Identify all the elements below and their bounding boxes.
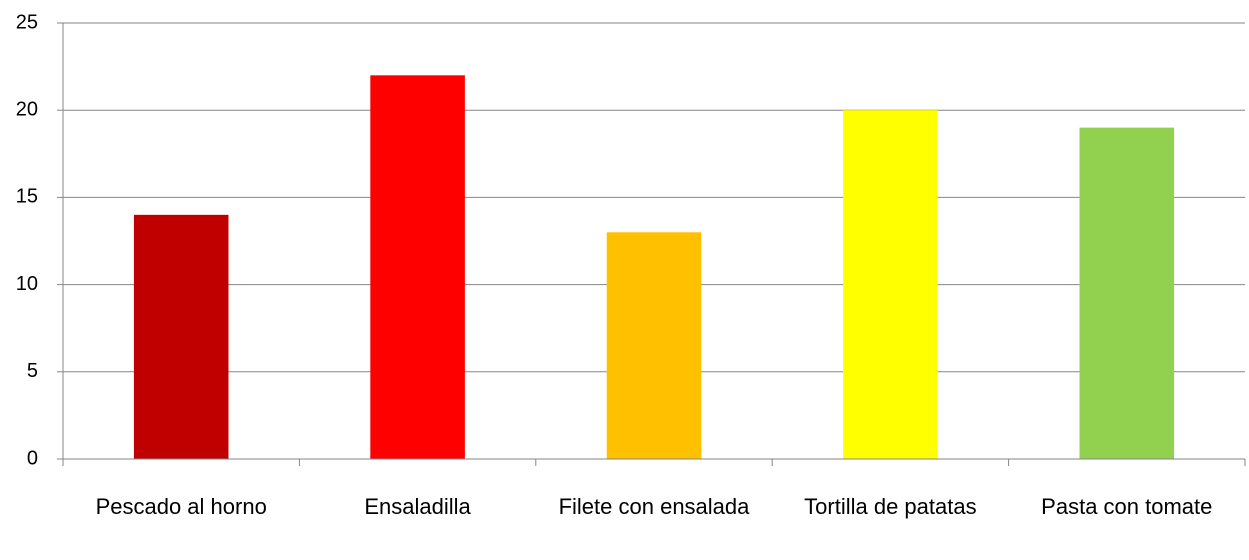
y-tick-label: 0 [27, 447, 38, 469]
bar [1079, 127, 1175, 459]
y-tick-label: 25 [16, 11, 38, 33]
bar [606, 232, 702, 459]
y-tick-label: 10 [16, 273, 38, 295]
bar [370, 75, 465, 459]
x-tick-label: Tortilla de patatas [804, 494, 977, 519]
y-tick-label: 20 [16, 98, 38, 120]
x-tick-label: Filete con ensalada [558, 494, 750, 519]
x-tick-label: Pescado al horno [95, 494, 267, 519]
bar [133, 214, 229, 459]
y-tick-label: 5 [27, 360, 38, 382]
x-tick-label: Pasta con tomate [1041, 494, 1213, 519]
bar [843, 110, 938, 459]
y-tick-label: 15 [16, 186, 38, 208]
x-tick-label: Ensaladilla [364, 494, 471, 519]
